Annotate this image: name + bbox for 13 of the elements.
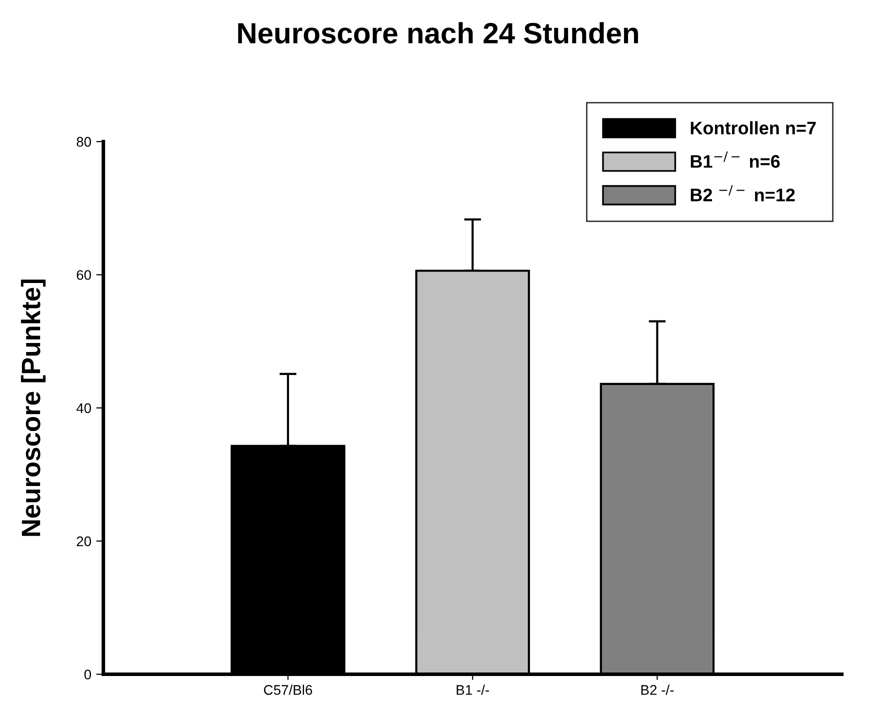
y-tick-label: 60 [76, 270, 92, 280]
legend-label: B2 $^{−/−}$ n=12 [690, 185, 795, 202]
y-tick-label: 80 [76, 136, 92, 147]
y-tick-label: 0 [84, 670, 92, 680]
legend-label: B1$^{−/−}$ n=6 [690, 152, 780, 168]
x-tick-label: B1 -/- [456, 684, 489, 695]
y-tick-label: 40 [76, 403, 92, 414]
y-axis-title: Neuroscore [Punkte] [20, 280, 46, 536]
x-tick-label: B2 -/- [641, 684, 674, 695]
y-tick-label: 20 [76, 536, 92, 546]
x-tick-label: C57/Bl6 [264, 684, 312, 695]
legend-label: Kontrollen n=7 [690, 121, 816, 134]
chart-title: Neuroscore nach 24 Stunden [238, 22, 638, 44]
